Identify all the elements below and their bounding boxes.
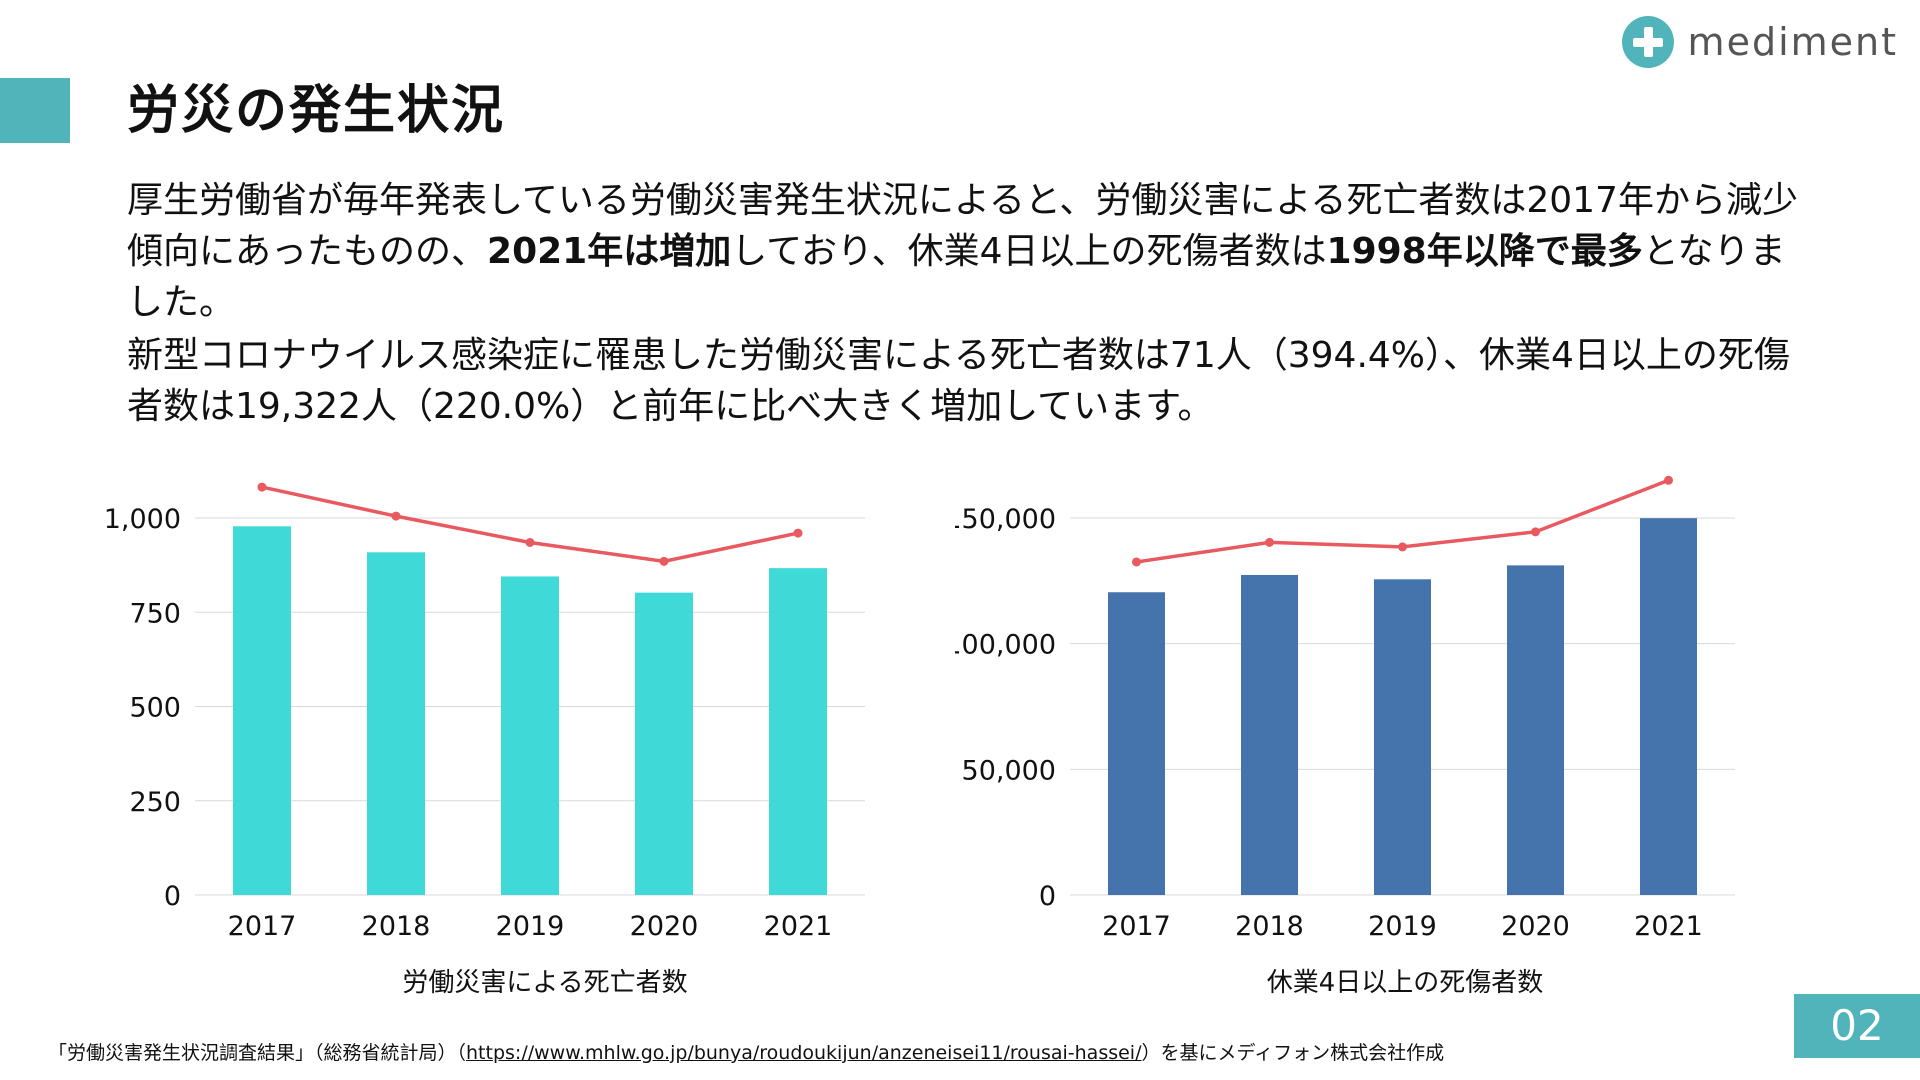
trend-point — [793, 528, 803, 538]
y-tick-label: 500 — [129, 693, 181, 724]
bar — [1374, 579, 1431, 895]
x-tick-label: 2021 — [1634, 911, 1703, 942]
bar — [635, 592, 693, 895]
bar — [1108, 592, 1165, 895]
x-tick-label: 2017 — [1102, 911, 1171, 942]
bar — [501, 576, 559, 895]
y-tick-label: 150,000 — [955, 504, 1056, 535]
page-title: 労災の発生状況 — [127, 81, 506, 141]
fatalities-chart-caption: 労働災害による死亡者数 — [402, 968, 688, 998]
trend-point — [1398, 542, 1407, 552]
bar — [1241, 574, 1298, 895]
logo: mediment — [1621, 16, 1898, 68]
body-text: 厚生労働省が毎年発表している労働災害発生状況によると、労働災害による死亡者数は2… — [127, 175, 1807, 434]
source-prefix: 「労働災害発生状況調査結果」（総務省統計局）（ — [48, 1042, 467, 1064]
paragraph-1-part-a: 厚生労働省が毎年発表している労働災害発生状況によると、労働災害による死亡者数は2… — [127, 180, 1798, 272]
bar — [233, 526, 291, 895]
bar — [1507, 565, 1564, 895]
chart-svg: 0 50,000 100,000 150,000 2017 2018 2019 2020 202… — [944, 475, 1735, 942]
trend-point — [1664, 475, 1673, 485]
chart-svg: 0 250 500 750 1,000 2017 2018 2019 2020 2021 — [104, 482, 865, 942]
x-tick-label: 2020 — [1501, 911, 1570, 942]
y-tick-label: 250 — [129, 787, 181, 818]
injuries-chart-caption: 休業4日以上の死傷者数 — [1266, 968, 1544, 998]
x-tick-label: 2020 — [630, 911, 699, 942]
x-tick-label: 2019 — [1368, 911, 1437, 942]
trend-point — [1531, 527, 1540, 537]
bar — [367, 552, 425, 895]
trend-point — [391, 511, 401, 521]
injuries-chart: 0 50,000 100,000 150,000 2017 2018 2019 2020 202… — [944, 460, 1755, 954]
y-tick-label: 50,000 — [962, 755, 1056, 786]
fatalities-chart: 0 250 500 750 1,000 2017 2018 2019 2020 2021 — [95, 460, 875, 954]
source-citation: 「労働災害発生状況調査結果」（総務省統計局）（https://www.mhlw.… — [48, 1038, 1444, 1065]
y-tick-label: 1,000 — [104, 504, 181, 535]
x-tick-label: 2018 — [362, 911, 431, 942]
trend-point — [659, 556, 669, 566]
trend-point — [1265, 537, 1274, 547]
paragraph-1-bold-a: 2021年は増加 — [487, 231, 732, 272]
y-tick-label: 100,000 — [955, 630, 1056, 661]
source-link[interactable]: https://www.mhlw.go.jp/bunya/roudoukijun… — [466, 1042, 1142, 1064]
paragraph-1-part-c: しており、休業4日以上の死傷者数は — [731, 231, 1327, 272]
bar — [1640, 518, 1697, 895]
y-tick-label: 0 — [1039, 881, 1056, 912]
bar — [769, 568, 827, 895]
trend-point — [1132, 557, 1141, 567]
paragraph-1-bold-b: 1998年以降で最多 — [1326, 231, 1643, 272]
trend-point — [257, 482, 267, 492]
title-accent-bar — [0, 78, 70, 143]
plus-cross-icon — [1621, 16, 1674, 68]
y-tick-label: 0 — [164, 881, 181, 912]
paragraph-2: 新型コロナウイルス感染症に罹患した労働災害による死亡者数は71人（394.4%）… — [127, 335, 1790, 427]
page-number: 02 — [1794, 994, 1920, 1058]
source-suffix: ）を基にメディフォン株式会社作成 — [1141, 1042, 1445, 1064]
x-tick-label: 2021 — [764, 911, 833, 942]
paragraph-1-part-e: となりました。 — [127, 231, 1786, 323]
x-tick-label: 2018 — [1235, 911, 1304, 942]
logo-text: mediment — [1687, 20, 1898, 64]
y-tick-label: 750 — [129, 598, 181, 629]
x-tick-label: 2017 — [228, 911, 297, 942]
trend-point — [525, 538, 535, 548]
x-tick-label: 2019 — [496, 911, 565, 942]
trend-line — [261, 485, 799, 564]
paragraph-1: 厚生労働省が毎年発表している労働災害発生状況によると、労働災害による死亡者数は2… — [127, 175, 1807, 328]
